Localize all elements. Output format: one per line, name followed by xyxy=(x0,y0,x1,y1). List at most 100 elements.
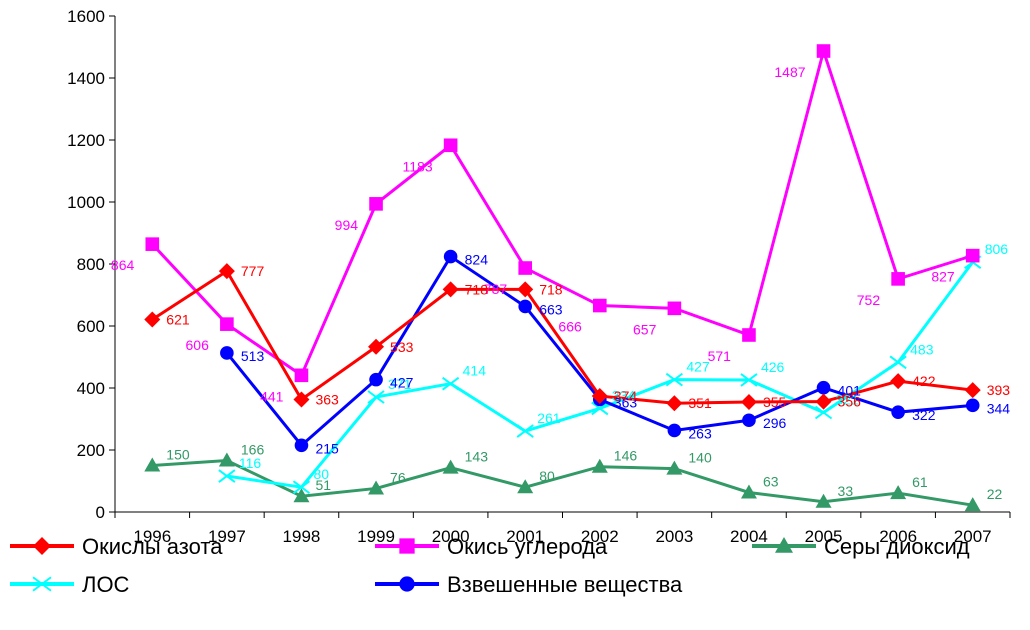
x-tick-label: 2003 xyxy=(655,527,693,546)
data-point xyxy=(442,459,459,474)
y-tick-label: 1400 xyxy=(67,69,105,88)
series-2 xyxy=(144,452,981,512)
data-point xyxy=(144,457,161,472)
legend-label: Серы диоксид xyxy=(824,534,970,559)
data-point xyxy=(815,493,832,508)
data-point xyxy=(218,263,235,280)
data-label: 322 xyxy=(912,407,936,423)
data-label: 22 xyxy=(987,486,1003,502)
data-label: 321 xyxy=(836,391,860,407)
data-label: 663 xyxy=(539,301,563,317)
y-tick-label: 1200 xyxy=(67,131,105,150)
x-tick-label: 1996 xyxy=(133,527,171,546)
legend-item: Окись углерода xyxy=(375,534,608,559)
y-tick-label: 800 xyxy=(77,255,105,274)
legend-label: ЛОС xyxy=(82,572,130,597)
series-0 xyxy=(144,263,981,412)
data-label: 150 xyxy=(166,447,190,463)
data-label: 414 xyxy=(463,363,487,379)
x-tick-label: 1997 xyxy=(208,527,246,546)
series-line xyxy=(151,45,974,378)
data-label: 718 xyxy=(539,281,563,297)
data-point xyxy=(964,497,981,512)
data-point xyxy=(665,372,683,387)
data-point xyxy=(516,424,534,438)
data-point xyxy=(891,272,905,286)
data-label: 666 xyxy=(558,319,582,335)
legend-marker xyxy=(32,576,52,592)
data-point xyxy=(517,281,534,298)
data-point xyxy=(294,368,309,383)
data-point xyxy=(742,328,756,342)
data-point xyxy=(889,355,907,370)
series-line xyxy=(151,269,973,405)
data-label: 296 xyxy=(763,415,787,431)
data-label: 166 xyxy=(241,442,265,458)
data-label: 363 xyxy=(315,391,339,407)
data-label: 994 xyxy=(335,217,359,233)
data-label: 621 xyxy=(166,311,190,327)
data-label: 143 xyxy=(465,449,489,465)
legend-label: Взвешенные вещества xyxy=(447,572,683,597)
data-label: 606 xyxy=(186,337,210,353)
legend-marker xyxy=(399,538,415,554)
series-lines xyxy=(144,44,982,512)
legend: Окислы азота Окись углерода Серы диоксид ЛО… xyxy=(10,534,970,597)
series-line xyxy=(225,254,973,448)
data-label: 827 xyxy=(931,269,955,285)
data-label: 80 xyxy=(539,468,555,484)
data-point xyxy=(220,317,234,331)
data-point xyxy=(367,390,385,404)
data-point xyxy=(443,138,458,153)
x-tick-label: 2007 xyxy=(954,527,992,546)
data-point xyxy=(964,382,981,399)
data-label: 422 xyxy=(912,373,936,389)
x-tick-label: 2006 xyxy=(879,527,917,546)
data-point xyxy=(965,248,980,263)
data-label: 140 xyxy=(688,450,712,466)
data-label: 483 xyxy=(910,341,934,357)
data-label: 513 xyxy=(241,348,265,364)
y-tick-label: 200 xyxy=(77,441,105,460)
data-point xyxy=(890,373,907,390)
legend-label: Окислы азота xyxy=(82,534,223,559)
data-point xyxy=(891,405,905,419)
data-point xyxy=(740,484,757,499)
x-tick-label: 2004 xyxy=(730,527,768,546)
data-label: 777 xyxy=(241,263,265,279)
data-label: 752 xyxy=(857,292,881,308)
data-point xyxy=(369,372,383,387)
data-point xyxy=(591,401,609,416)
data-point xyxy=(368,480,385,495)
data-point xyxy=(442,376,460,391)
data-point xyxy=(368,338,385,355)
data-label: 116 xyxy=(239,455,262,471)
data-label: 1183 xyxy=(403,158,433,174)
data-label: 427 xyxy=(390,375,414,391)
data-label: 344 xyxy=(987,400,1011,416)
x-tick-label: 2000 xyxy=(432,527,470,546)
series-4 xyxy=(220,249,980,453)
y-tick-label: 1000 xyxy=(67,193,105,212)
data-label: 806 xyxy=(985,241,1009,257)
data-point xyxy=(144,311,161,328)
y-tick-label: 400 xyxy=(77,379,105,398)
data-point xyxy=(816,380,831,395)
series-1 xyxy=(145,44,980,383)
data-point xyxy=(145,237,160,251)
data-label: 441 xyxy=(260,388,284,404)
data-label: 571 xyxy=(708,348,732,364)
data-point xyxy=(369,197,383,211)
data-point xyxy=(220,346,234,360)
data-point xyxy=(965,398,980,413)
data-point xyxy=(816,44,831,58)
data-point xyxy=(294,438,309,453)
data-point xyxy=(518,261,533,275)
data-point xyxy=(443,249,458,264)
legend-marker xyxy=(775,537,793,553)
data-point xyxy=(218,469,236,483)
data-point xyxy=(218,452,235,467)
data-label: 718 xyxy=(465,281,489,297)
data-label: 356 xyxy=(838,394,862,410)
data-point xyxy=(666,460,683,475)
